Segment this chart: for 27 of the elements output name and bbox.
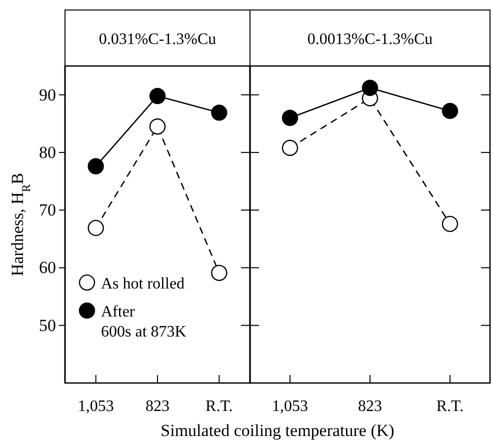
chart-title: 0.0013%C-1.3%Cu [307, 31, 433, 48]
point [442, 102, 458, 120]
legend-label: After 600s at 873K [101, 304, 187, 341]
point [149, 88, 166, 104]
x-tick-label: 1,053 [78, 398, 114, 415]
y-tick-label: 70 [39, 200, 56, 220]
point [211, 264, 228, 282]
x-axis-title: Simulated coiling temperature (K) [160, 421, 394, 440]
legend-label: As hot rolled [101, 276, 185, 293]
point [211, 104, 228, 121]
y-tick-label: 50 [39, 316, 56, 335]
y-tick-label: 60 [39, 258, 56, 278]
point [149, 118, 166, 135]
point [362, 80, 378, 96]
point [88, 220, 104, 236]
point [282, 140, 298, 156]
point [88, 158, 104, 174]
chart-title: 0.031%C-1.3%Cu [98, 31, 216, 48]
point [282, 110, 298, 126]
x-tick-label: 823 [358, 398, 382, 415]
x-tick-label: 1,053 [272, 398, 308, 415]
point [442, 216, 458, 232]
y-tick-label: 80 [39, 142, 56, 162]
x-tick-label: 823 [146, 398, 170, 415]
x-tick-label: R.T. [206, 398, 233, 415]
y-tick-label: 90 [39, 85, 56, 104]
x-tick-label: R.T. [436, 398, 464, 415]
